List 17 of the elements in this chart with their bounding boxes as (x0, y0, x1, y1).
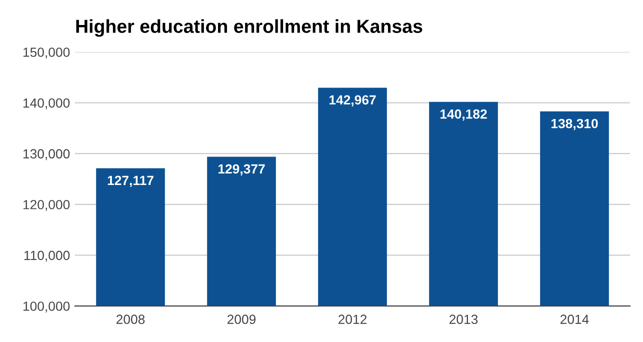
y-tick-label: 100,000 (23, 302, 70, 312)
chart-title: Higher education enrollment in Kansas (76, 19, 422, 37)
x-tick-label: 2013 (449, 314, 478, 324)
data-label: 142,967 (329, 95, 376, 106)
data-label: 140,182 (440, 109, 487, 121)
data-label: 129,377 (218, 164, 265, 176)
data-label: 138,310 (551, 118, 598, 130)
y-tick-label: 140,000 (23, 98, 70, 110)
y-tick-label: 110,000 (24, 250, 70, 262)
x-tick-label: 2008 (116, 314, 145, 324)
y-tick-label: 150,000 (23, 48, 70, 58)
x-tick-label: 2014 (560, 314, 589, 324)
x-tick-label: 2012 (338, 314, 367, 324)
data-label: 127,117 (108, 176, 154, 187)
y-tick-label: 130,000 (23, 149, 70, 160)
x-tick-label: 2009 (227, 314, 256, 324)
y-tick-label: 120,000 (23, 200, 70, 211)
